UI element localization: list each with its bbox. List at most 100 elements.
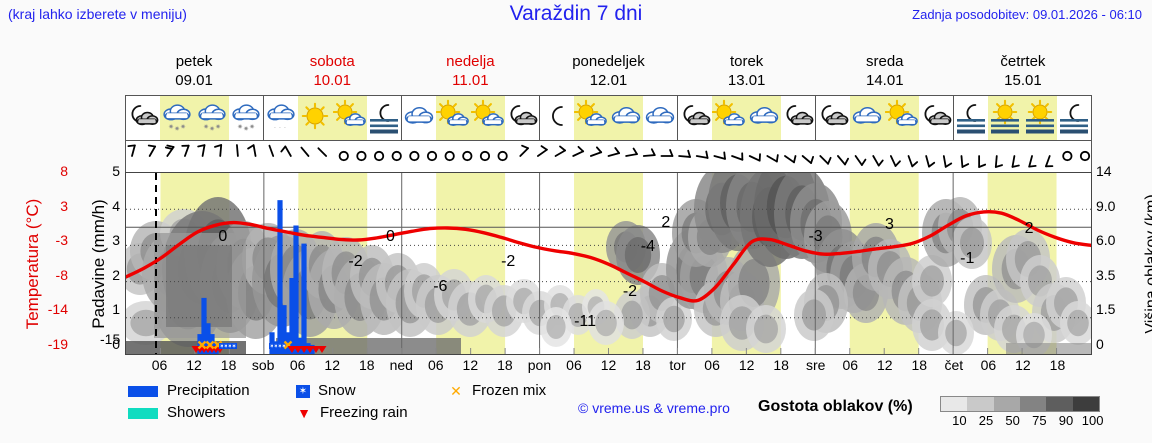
cloud-scale-label-2: 50	[1005, 413, 1020, 428]
svg-text:✷: ✷	[180, 123, 186, 131]
svg-text:·: ·	[284, 125, 286, 132]
weather-icon-cell	[678, 96, 712, 140]
day-header-row: petek 09.01 sobota 10.01 nedelja 11.01 ponedel…	[125, 52, 1092, 90]
temperature-label: -3	[808, 228, 822, 245]
legend-item-freezing-rain: ▼ Freezing rain	[296, 404, 408, 421]
precip-type-markers: ✶✶✶✶ ✶✶✶✶	[191, 340, 327, 353]
weather-icon-cell	[574, 96, 609, 140]
weather-icon-cell	[126, 96, 160, 140]
temperature-label: -2	[623, 283, 637, 300]
legend-item-frozen-mix: ✕ Frozen mix	[448, 382, 546, 400]
cloud-scale-label-3: 75	[1032, 413, 1047, 428]
icon-day-2	[402, 96, 540, 140]
weather-icon-cell	[402, 96, 436, 140]
svg-text:·: ·	[274, 125, 276, 132]
svg-text:✶: ✶	[223, 343, 228, 350]
day-name: nedelja	[446, 53, 495, 70]
cloud-height-tick-3: 3.5	[1096, 266, 1116, 283]
x-tick-7: ned	[389, 357, 413, 373]
svg-text:✶: ✶	[231, 343, 236, 350]
svg-text:✷: ✷	[168, 123, 174, 131]
day-date: 09.01	[175, 72, 213, 89]
day-header-3: ponedeljek 12.01	[539, 52, 677, 90]
cloud-height-tick-5: 0	[1096, 336, 1104, 352]
weather-icon-cell	[540, 96, 574, 140]
day-date: 12.01	[589, 72, 628, 89]
day-date: 14.01	[866, 72, 904, 89]
page-title: Varaždin 7 dni	[509, 2, 643, 25]
day-date: 10.01	[313, 72, 351, 89]
day-name: torek	[729, 53, 764, 70]
x-tick-26: 18	[1049, 357, 1066, 373]
weather-icon-cell	[367, 96, 401, 140]
cloud-scale-label-0: 10	[952, 413, 967, 428]
temperature-label: -2	[501, 253, 515, 270]
copyright-link[interactable]: © vreme.us & vreme.pro	[578, 400, 730, 416]
weather-icon-cell	[332, 96, 367, 140]
cloud-density-legend-title: Gostota oblakov (%)	[758, 398, 913, 415]
day-header-5: sreda 14.01	[816, 52, 954, 90]
temperature-tick-3: -8	[55, 266, 68, 283]
weather-icon-strip: ✷ ✷ ✷ ✷ ✷ ✷ ✷ ✷ ✷ · · ·	[125, 95, 1092, 141]
precipitation-tick-0: 5	[112, 163, 120, 179]
legend-label-snow: Snow	[318, 382, 356, 399]
cloud-scale-label-1: 25	[978, 413, 994, 428]
legend-label-precipitation: Precipitation	[167, 382, 250, 399]
meteogram-plot: ✶✶✶✶✶✶✶✶ 0-20-6-2-11-2-42-33-121	[125, 172, 1092, 355]
svg-text:✷: ✷	[174, 125, 180, 133]
precipitation-tick-1: 4	[112, 197, 120, 214]
x-tick-17: 12	[738, 357, 755, 373]
cloud-scale-label-5: 100	[1081, 413, 1104, 428]
x-tick-21: 12	[876, 357, 893, 373]
icon-day-4	[678, 96, 816, 140]
svg-text:✷: ✷	[237, 123, 243, 131]
wind-barbs-svg	[127, 144, 1091, 168]
cloud-density-field	[126, 173, 1091, 354]
weather-icon-cell	[884, 96, 919, 140]
cloud-height-tick-1: 9.0	[1096, 197, 1116, 214]
day-date: 11.01	[452, 72, 489, 89]
day-name: ponedeljek	[572, 53, 645, 70]
day-name: četrtek	[1000, 53, 1046, 70]
cloud-scale-swatch-2	[993, 397, 1020, 411]
temperature-label: -1	[960, 250, 974, 267]
legend-label-freezing-rain: Freezing rain	[320, 404, 408, 421]
weather-icon-cell	[436, 96, 471, 140]
showers-swatch	[128, 407, 158, 419]
day-header-1: sobota 10.01	[263, 52, 401, 90]
temperature-label: -4	[641, 238, 655, 255]
x-tick-12: 06	[566, 357, 582, 373]
precipitation-tick-4: 1	[112, 301, 120, 318]
temperature-tick-5: -19	[47, 336, 68, 352]
last-update-text: Zadnja posodobitev: 09.01.2026 - 06:10	[912, 7, 1142, 22]
legend-label-showers: Showers	[167, 404, 226, 421]
legend-label-frozen-mix: Frozen mix	[472, 382, 547, 399]
day-date: 15.01	[1004, 72, 1042, 89]
cloud-scale-swatch-3	[1019, 397, 1047, 411]
weather-icon-cell	[954, 96, 988, 140]
x-tick-6: 18	[358, 357, 375, 373]
cloud-density-colorbar-labels: 10 25 50 75 90 100	[930, 413, 1115, 429]
svg-text:✶: ✶	[269, 343, 274, 350]
grid-lines	[126, 173, 1091, 354]
temperature-axis-title: Temperatura (°C)	[6, 172, 42, 355]
temperature-label: 2	[1025, 220, 1034, 237]
cloud-scale-swatch-1	[967, 397, 994, 411]
x-tick-13: 12	[600, 357, 617, 373]
x-tick-2: 18	[220, 357, 237, 373]
x-axis-tick-labels: 06 12 18 sob 06 12 18 ned 06 12 18 pon 06 12 18 tor 06 12…	[125, 357, 1092, 377]
temperature-label: 2	[661, 214, 670, 231]
legend: Precipitation Showers ✶ Snow ▼ Freezing ra…	[128, 382, 1152, 434]
cloud-scale-swatch-4	[1046, 397, 1073, 411]
legend-item-precipitation: Precipitation	[128, 382, 250, 399]
x-tick-3: sob	[251, 357, 275, 373]
weather-icon-cell	[608, 96, 643, 140]
icon-day-0: ✷ ✷ ✷ ✷ ✷ ✷ ✷ ✷ ✷	[126, 96, 264, 140]
temperature-label: 0	[218, 228, 227, 245]
x-tick-4: 06	[289, 357, 306, 373]
weather-icon-cell	[988, 96, 1023, 140]
x-tick-23: čet	[944, 357, 964, 373]
cloud-height-tick-4: 1.5	[1096, 301, 1116, 318]
cloud-scale-label-4: 90	[1058, 413, 1074, 428]
precipitation-tick-2: 3	[112, 232, 120, 249]
